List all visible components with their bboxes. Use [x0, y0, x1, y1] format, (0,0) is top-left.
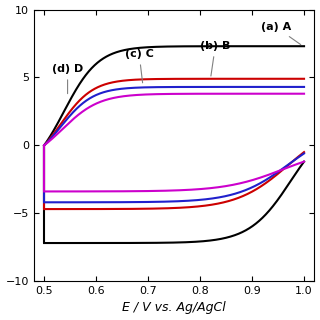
Text: (c) C: (c) C: [125, 49, 154, 83]
X-axis label: E / V vs. Ag/AgCl: E / V vs. Ag/AgCl: [122, 301, 226, 315]
Text: (a) A: (a) A: [261, 22, 301, 44]
Text: (d) D: (d) D: [52, 64, 83, 94]
Text: (b) B: (b) B: [200, 41, 230, 76]
